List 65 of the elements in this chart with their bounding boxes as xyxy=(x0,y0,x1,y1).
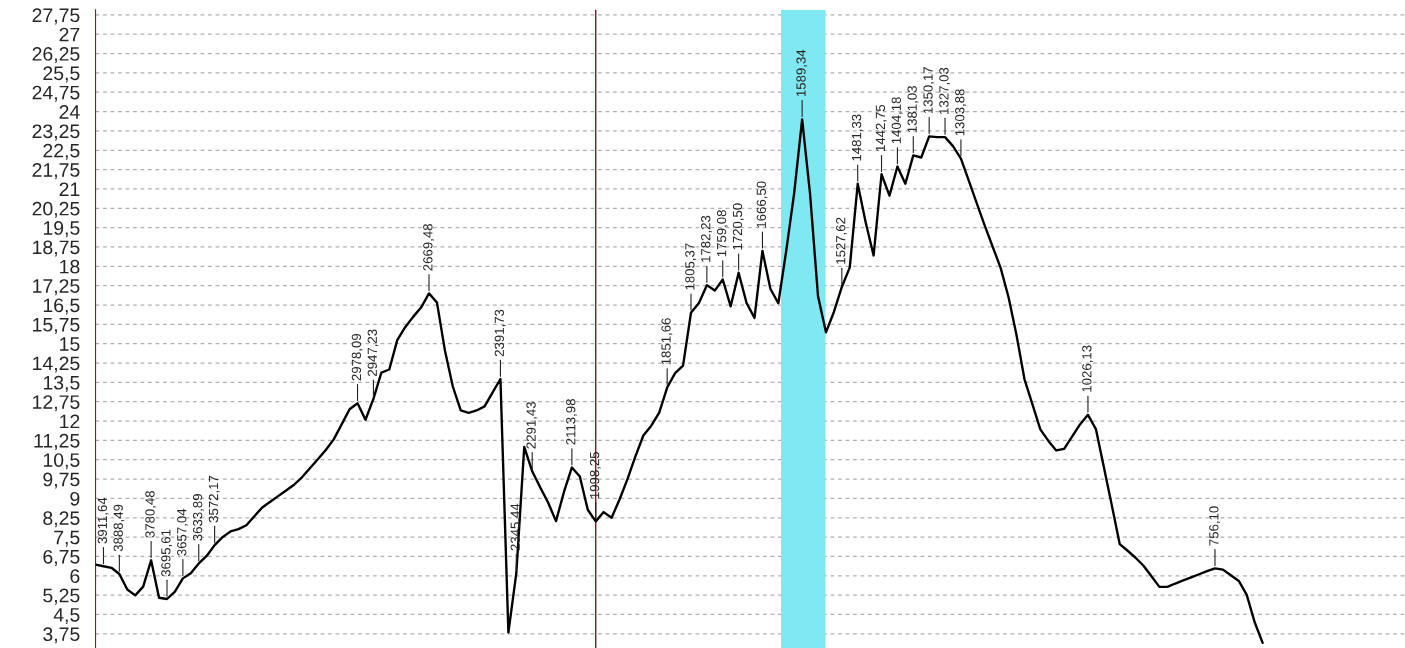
y-tick-label: 24,75 xyxy=(32,85,80,102)
y-tick-label: 6 xyxy=(70,569,80,584)
y-tick-label: 9,75 xyxy=(43,472,80,489)
x-tick-label: 2291,43 xyxy=(526,402,538,449)
y-tick-label: 15,75 xyxy=(33,318,80,334)
y-tick-label: 7,5 xyxy=(54,530,80,547)
y-tick-label: 24 xyxy=(59,105,80,119)
x-tick-label: 1527,62 xyxy=(836,217,847,264)
x-tick-label: 3911,64 xyxy=(97,497,109,544)
y-tick-label: 15 xyxy=(60,337,80,351)
y-tick-label: 4,5 xyxy=(53,608,80,625)
x-tick-label: 1026,13 xyxy=(1082,345,1094,392)
x-tick-label: 3657,04 xyxy=(177,508,188,556)
x-tick-label: 1998,25 xyxy=(589,452,601,499)
x-tick-label: 3888,49 xyxy=(113,504,125,552)
x-tick-label: 1350,17 xyxy=(923,67,935,114)
x-tick-label: 2947,23 xyxy=(367,329,379,376)
x-tick-label: 2978,09 xyxy=(351,333,363,381)
y-tick-label: 18,75 xyxy=(33,240,80,257)
x-tick-label: 1851,66 xyxy=(661,318,673,365)
x-tick-label: 756,10 xyxy=(1209,506,1221,546)
x-tick-label: 1442,75 xyxy=(875,104,887,152)
y-tick-label: 26,25 xyxy=(32,47,80,64)
x-tick-label: 2345,44 xyxy=(510,503,522,551)
y-tick-label: 27 xyxy=(59,27,80,42)
y-tick-label: 22,5 xyxy=(43,143,80,160)
x-tick-label: 1589,34 xyxy=(796,49,808,97)
x-tick-label: 2669,48 xyxy=(423,224,435,271)
x-tick-label: 3572,17 xyxy=(208,475,220,523)
y-tick-label: 6,75 xyxy=(43,549,80,566)
x-tick-label: 3780,48 xyxy=(145,490,157,538)
y-tick-label: 21 xyxy=(59,182,80,196)
y-tick-label: 12 xyxy=(60,414,80,429)
y-tick-label: 19,5 xyxy=(43,221,80,238)
x-tick-label: 1327,03 xyxy=(939,67,951,114)
x-tick-label: 1303,88 xyxy=(955,89,967,136)
x-tick-label: 3633,89 xyxy=(192,494,204,541)
x-tick-label: 2391,73 xyxy=(494,309,506,357)
y-tick-label: 17,25 xyxy=(33,279,80,296)
x-tick-label: 1666,50 xyxy=(756,181,768,228)
y-tick-label: 13,5 xyxy=(43,375,80,392)
y-tick-label: 27,75 xyxy=(32,8,80,25)
y-tick-label: 20,25 xyxy=(32,201,80,218)
y-tick-label: 9 xyxy=(70,491,80,506)
y-tick-label: 8,25 xyxy=(43,511,80,528)
x-tick-label: 1381,03 xyxy=(907,86,919,133)
y-tick-label: 16,5 xyxy=(43,298,80,315)
x-tick-label: 1404,18 xyxy=(891,97,903,144)
x-tick-label: 1481,33 xyxy=(851,114,863,161)
y-tick-label: 18 xyxy=(60,259,80,274)
y-tick-label: 10,5 xyxy=(43,453,80,470)
x-tick-label: 1782,23 xyxy=(701,215,712,262)
y-tick-label: 12,75 xyxy=(33,395,80,412)
x-tick-label: 2113,98 xyxy=(566,399,577,445)
x-tick-label: 3695,61 xyxy=(161,529,173,577)
y-tick-label: 25,5 xyxy=(43,66,80,83)
x-tick-label: 1805,37 xyxy=(685,243,697,290)
y-tick-label: 11,25 xyxy=(34,433,80,450)
y-tick-label: 23,25 xyxy=(32,124,80,141)
y-tick-label: 5,25 xyxy=(43,588,80,605)
y-tick-label: 3,75 xyxy=(43,627,80,644)
y-tick-label: 14,25 xyxy=(33,356,80,373)
x-tick-label: 1759,08 xyxy=(716,210,728,257)
y-tick-label: 21,75 xyxy=(32,163,80,180)
x-tick-label: 1720,50 xyxy=(732,203,744,250)
